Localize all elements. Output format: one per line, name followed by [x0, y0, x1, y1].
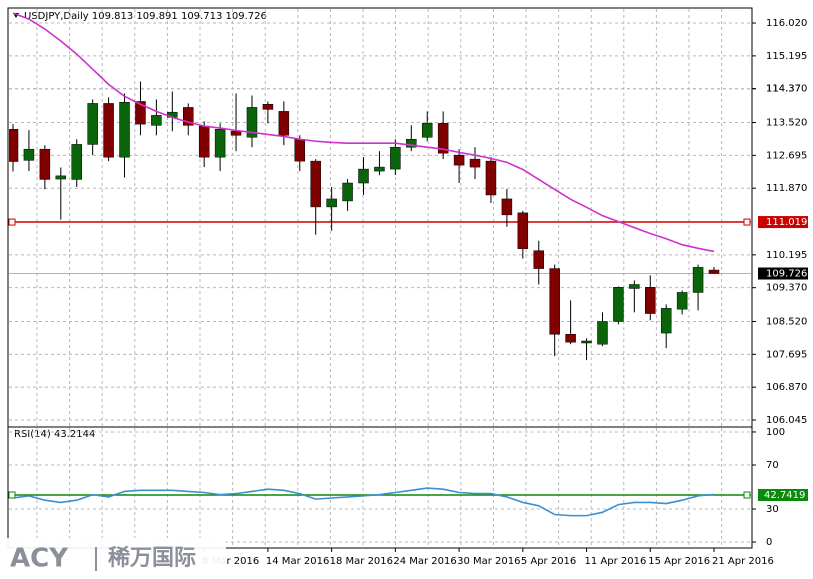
candle-body	[326, 198, 337, 208]
x-tick-label: 5 Apr 2016	[521, 556, 576, 567]
x-tick-label: 18 Mar 2016	[330, 556, 393, 567]
last-price-label: 109.726	[766, 269, 807, 280]
candle-body	[119, 101, 130, 158]
last-price-box	[758, 267, 808, 280]
candle-body	[708, 269, 720, 274]
candle-body	[374, 166, 385, 172]
rsi-panel	[9, 428, 751, 547]
candle-body	[469, 158, 481, 168]
y-tick-label: 115.195	[766, 51, 807, 62]
y-tick-label: 114.370	[766, 84, 807, 95]
candle-body	[533, 250, 544, 269]
x-tick-label: 15 Apr 2016	[648, 556, 710, 567]
y-tick-label: 70	[766, 460, 779, 471]
x-tick-label: 11 Apr 2016	[585, 556, 647, 567]
candle-body	[87, 103, 98, 145]
y-tick-label: 108.520	[766, 317, 807, 328]
candle-body	[310, 160, 321, 208]
y-tick-label: 116.020	[766, 18, 807, 29]
candle-body	[262, 103, 274, 110]
x-tick-label: 8 Mar 2016	[202, 556, 259, 567]
level-handle	[743, 218, 751, 226]
candle-body	[246, 107, 258, 138]
candle-body	[613, 287, 624, 322]
y-tick-label: 106.045	[766, 415, 807, 426]
rsi-line	[12, 487, 715, 517]
candle-body	[390, 146, 401, 170]
rsi-level-box	[758, 488, 808, 501]
rsi-label: RSI(14) 43.2144	[14, 429, 95, 440]
candle-body	[198, 125, 210, 158]
y-tick-label: 112.695	[766, 150, 807, 161]
x-tick-label: 30 Mar 2016	[457, 556, 520, 567]
moving-average	[12, 12, 715, 253]
watermark-bg	[0, 538, 226, 579]
candle-body	[437, 123, 449, 154]
x-tick-label: 21 Apr 2016	[712, 556, 774, 567]
y-tick-label: 107.695	[766, 349, 807, 360]
chart-title: USDJPY,Daily 109.813 109.891 109.713 109…	[24, 11, 267, 22]
candle-body	[517, 212, 529, 249]
candle-body	[692, 267, 704, 293]
level-label-box	[758, 216, 808, 229]
candle-body	[629, 284, 640, 289]
y-tick-label: 114.37	[766, 84, 801, 95]
candle-body	[294, 138, 306, 162]
candle-body	[183, 107, 194, 126]
level-handle	[8, 491, 16, 499]
x-tick-label: 14 Mar 2016	[266, 556, 329, 567]
y-tick-label: 0	[766, 537, 772, 548]
y-tick-label: 111.870	[766, 183, 807, 194]
y-tick-label: 100	[766, 427, 785, 438]
candle-body	[342, 182, 353, 202]
candle-body	[135, 101, 146, 125]
price-panel	[9, 9, 751, 426]
candle-body	[39, 148, 51, 180]
candle-body	[581, 340, 592, 344]
y-tick-label: 110.195	[766, 250, 807, 261]
candle-body	[23, 148, 35, 161]
candle-body	[676, 292, 688, 310]
y-tick-label: 106.870	[766, 382, 807, 393]
watermark-brand: ACY	[10, 544, 69, 574]
candle-body	[453, 154, 465, 166]
rsi-level-label: 42.7419	[764, 490, 805, 501]
y-tick-label: 109.370	[766, 283, 807, 294]
candle-body	[501, 198, 513, 216]
candle-body	[103, 103, 114, 158]
candle-body	[71, 144, 82, 180]
y-tick-label: 113.520	[766, 118, 807, 129]
candle-body	[597, 321, 608, 345]
watermark-name: 稀万国际	[108, 545, 196, 571]
plot-frame	[7, 7, 753, 549]
candle-body	[549, 268, 560, 335]
candle-body	[230, 131, 242, 136]
candle-body	[565, 333, 576, 343]
x-tick-label: 24 Mar 2016	[393, 556, 456, 567]
candle-body	[660, 308, 672, 334]
candle-body	[485, 160, 497, 196]
candle-body	[214, 129, 226, 158]
level-handle	[743, 491, 751, 499]
candle-body	[55, 175, 67, 180]
candle-body	[645, 287, 656, 314]
candle-body	[421, 123, 433, 138]
y-tick-label: 30	[766, 504, 779, 515]
candle-body	[406, 138, 417, 148]
candle-body	[9, 129, 19, 162]
level-label: 111.019	[766, 217, 807, 228]
candle-body	[358, 168, 369, 184]
candle-body	[151, 115, 162, 126]
level-handle	[8, 218, 16, 226]
candle-body	[278, 111, 290, 136]
